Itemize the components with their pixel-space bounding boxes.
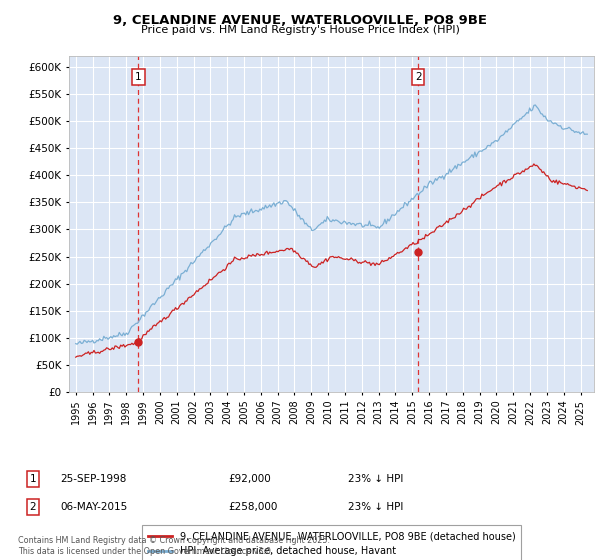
- Text: Contains HM Land Registry data © Crown copyright and database right 2025.
This d: Contains HM Land Registry data © Crown c…: [18, 536, 330, 556]
- Text: 06-MAY-2015: 06-MAY-2015: [60, 502, 127, 512]
- Text: 2: 2: [29, 502, 37, 512]
- Text: 2: 2: [415, 72, 421, 82]
- Text: Price paid vs. HM Land Registry's House Price Index (HPI): Price paid vs. HM Land Registry's House …: [140, 25, 460, 35]
- Text: 1: 1: [29, 474, 37, 484]
- Text: 23% ↓ HPI: 23% ↓ HPI: [348, 502, 403, 512]
- Text: 25-SEP-1998: 25-SEP-1998: [60, 474, 127, 484]
- Text: 23% ↓ HPI: 23% ↓ HPI: [348, 474, 403, 484]
- Legend: 9, CELANDINE AVENUE, WATERLOOVILLE, PO8 9BE (detached house), HPI: Average price: 9, CELANDINE AVENUE, WATERLOOVILLE, PO8 …: [142, 525, 521, 560]
- Text: 9, CELANDINE AVENUE, WATERLOOVILLE, PO8 9BE: 9, CELANDINE AVENUE, WATERLOOVILLE, PO8 …: [113, 14, 487, 27]
- Text: 1: 1: [135, 72, 142, 82]
- Text: £92,000: £92,000: [228, 474, 271, 484]
- Text: £258,000: £258,000: [228, 502, 277, 512]
